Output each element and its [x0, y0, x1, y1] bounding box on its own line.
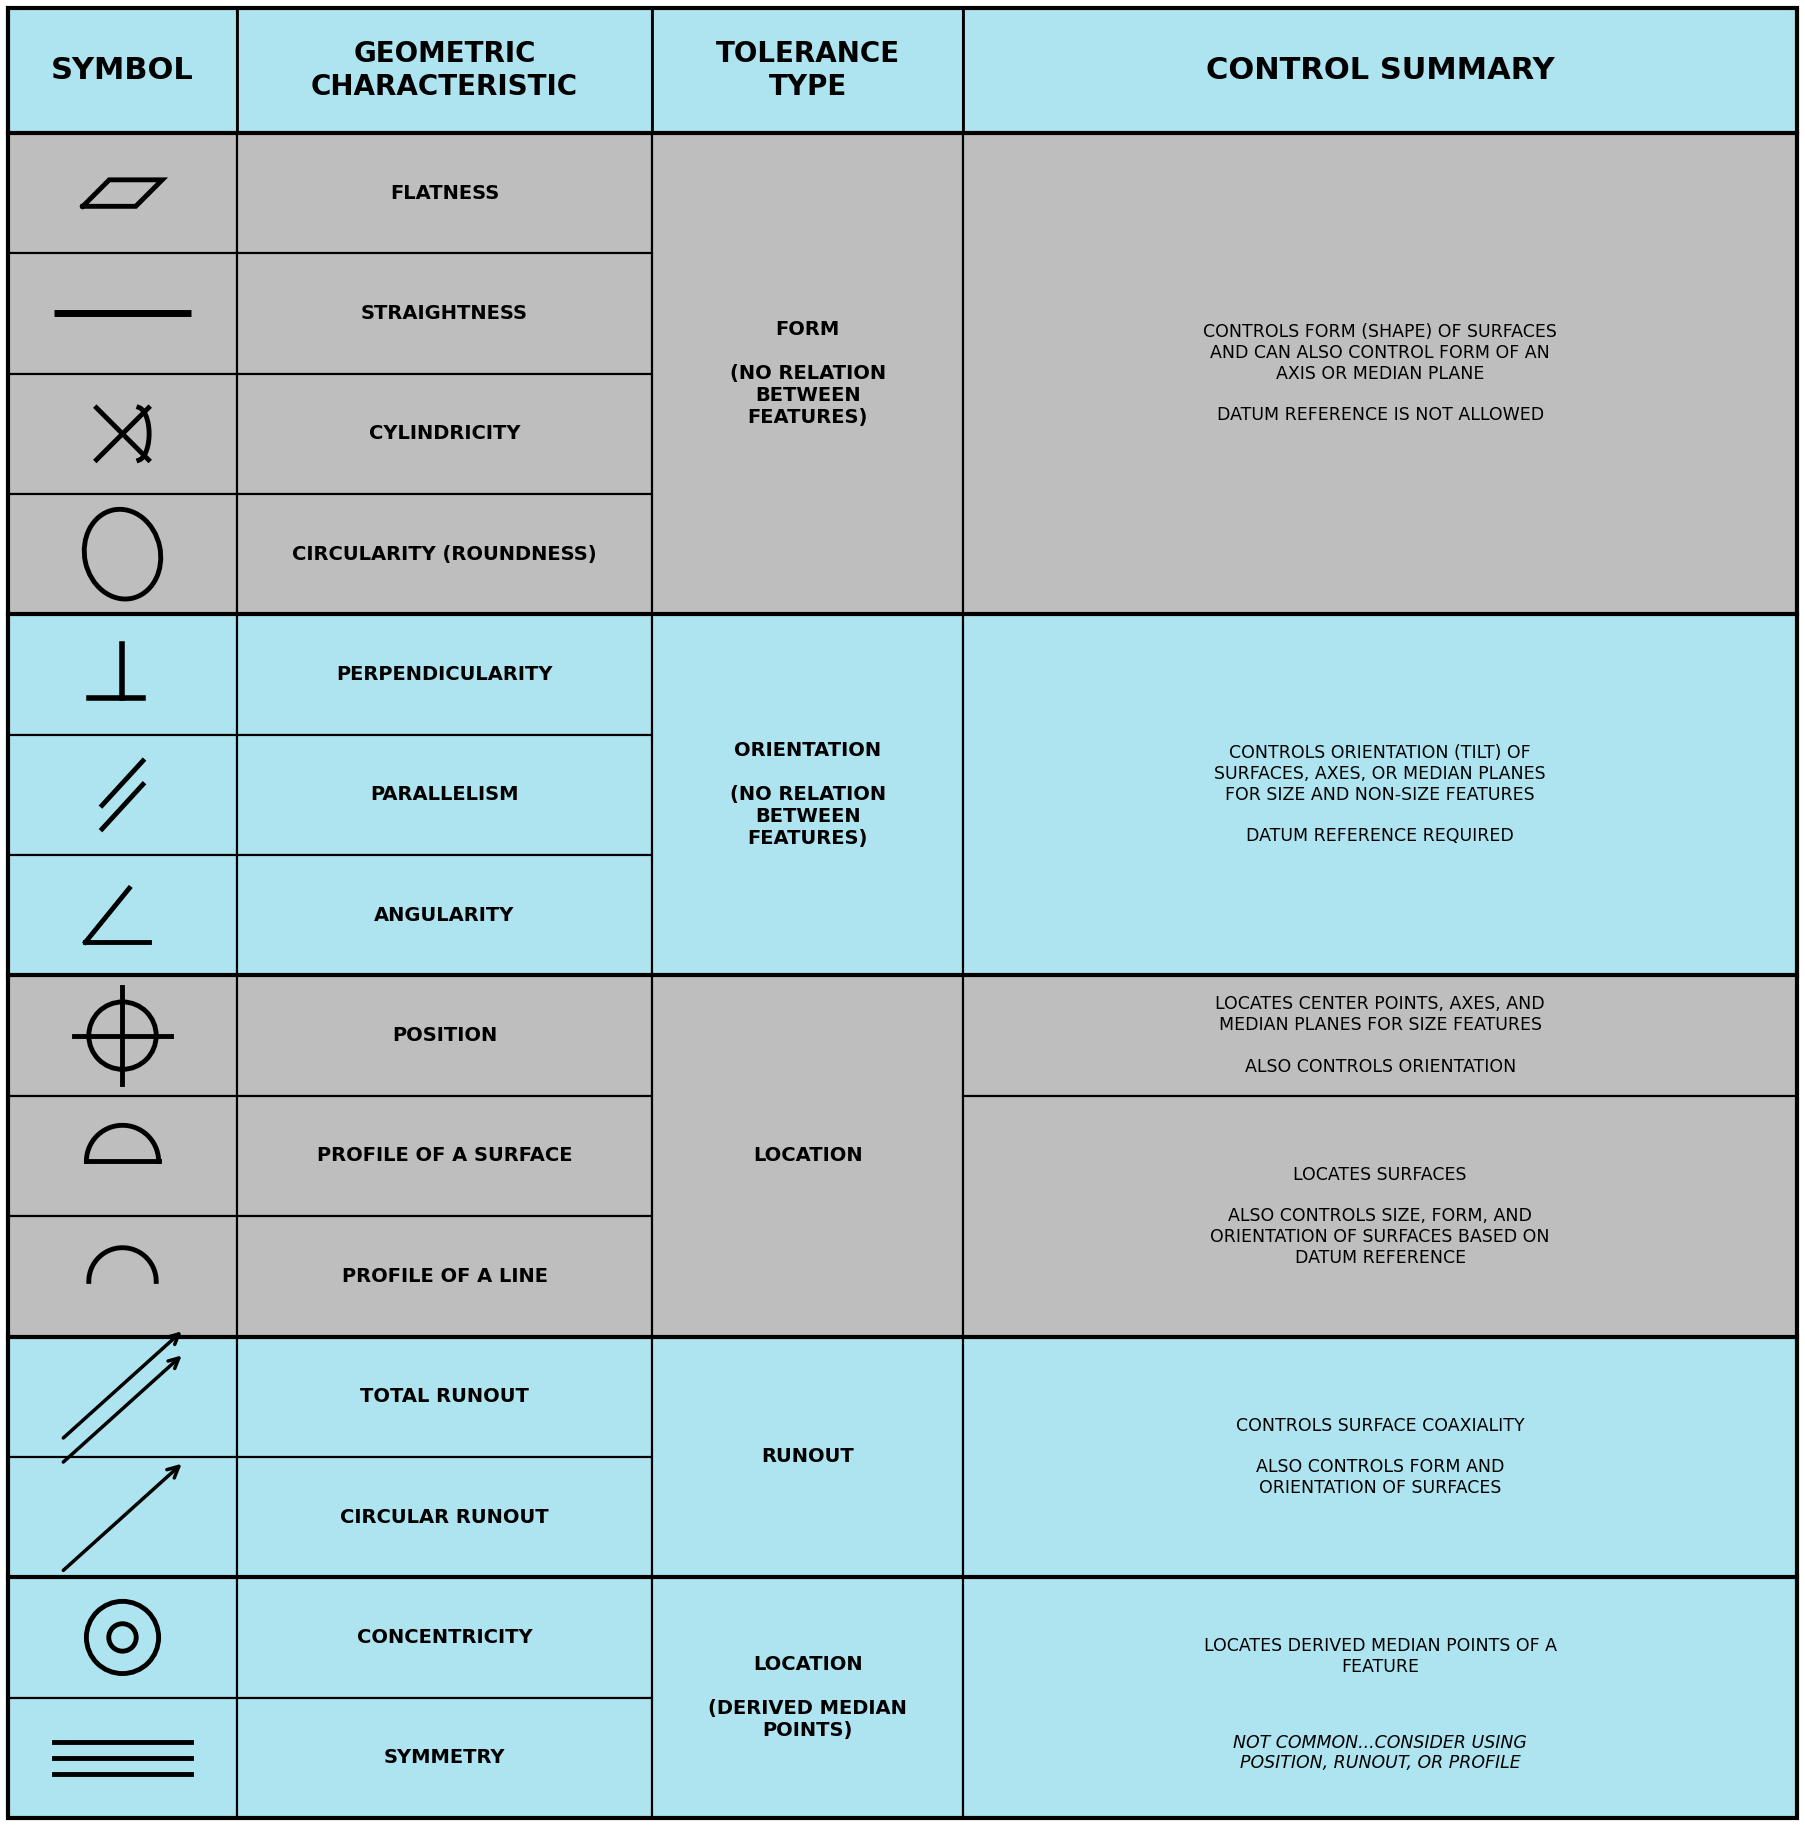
Text: CIRCULAR RUNOUT: CIRCULAR RUNOUT	[339, 1508, 549, 1527]
Bar	[236, 374, 652, 495]
Text: SYMBOL: SYMBOL	[51, 57, 193, 86]
Bar	[236, 133, 652, 254]
Bar	[236, 1096, 652, 1216]
Bar	[652, 1337, 964, 1578]
Text: PROFILE OF A SURFACE: PROFILE OF A SURFACE	[316, 1147, 572, 1165]
Text: POSITION: POSITION	[392, 1026, 496, 1044]
Bar	[7, 254, 236, 374]
Bar	[7, 614, 236, 734]
Text: TOLERANCE
TYPE: TOLERANCE TYPE	[715, 40, 899, 100]
Bar	[652, 1578, 964, 1819]
Bar	[236, 1457, 652, 1578]
Bar	[964, 7, 1798, 133]
Bar	[652, 7, 964, 133]
Bar	[652, 975, 964, 1337]
Text: FLATNESS: FLATNESS	[390, 184, 500, 203]
Text: RUNOUT: RUNOUT	[762, 1448, 854, 1466]
Bar	[7, 495, 236, 614]
Text: CONTROLS SURFACE COAXIALITY

ALSO CONTROLS FORM AND
ORIENTATION OF SURFACES: CONTROLS SURFACE COAXIALITY ALSO CONTROL…	[1236, 1417, 1525, 1497]
Bar	[964, 1096, 1798, 1337]
Text: TOTAL RUNOUT: TOTAL RUNOUT	[359, 1388, 529, 1406]
Bar	[7, 975, 236, 1096]
Text: CYLINDRICITY: CYLINDRICITY	[368, 424, 520, 444]
Bar	[236, 254, 652, 374]
Bar	[236, 855, 652, 975]
Text: LOCATES SURFACES

ALSO CONTROLS SIZE, FORM, AND
ORIENTATION OF SURFACES BASED ON: LOCATES SURFACES ALSO CONTROLS SIZE, FOR…	[1211, 1165, 1550, 1267]
Text: LOCATES CENTER POINTS, AXES, AND
MEDIAN PLANES FOR SIZE FEATURES

ALSO CONTROLS : LOCATES CENTER POINTS, AXES, AND MEDIAN …	[1215, 995, 1545, 1076]
Text: SYMMETRY: SYMMETRY	[384, 1747, 505, 1768]
Bar	[7, 855, 236, 975]
Bar	[236, 1337, 652, 1457]
Bar	[7, 7, 236, 133]
Text: CONCENTRICITY: CONCENTRICITY	[357, 1629, 532, 1647]
Bar	[236, 734, 652, 855]
Bar	[7, 1698, 236, 1819]
Text: PARALLELISM: PARALLELISM	[370, 785, 518, 805]
Text: CONTROLS ORIENTATION (TILT) OF
SURFACES, AXES, OR MEDIAN PLANES
FOR SIZE AND NON: CONTROLS ORIENTATION (TILT) OF SURFACES,…	[1215, 745, 1545, 845]
Text: FORM

(NO RELATION
BETWEEN
FEATURES): FORM (NO RELATION BETWEEN FEATURES)	[729, 320, 886, 427]
Bar	[7, 1457, 236, 1578]
Text: LOCATES DERIVED MEDIAN POINTS OF A
FEATURE: LOCATES DERIVED MEDIAN POINTS OF A FEATU…	[1204, 1638, 1556, 1676]
Bar	[652, 133, 964, 614]
Bar	[7, 1216, 236, 1337]
Text: CONTROLS FORM (SHAPE) OF SURFACES
AND CAN ALSO CONTROL FORM OF AN
AXIS OR MEDIAN: CONTROLS FORM (SHAPE) OF SURFACES AND CA…	[1204, 323, 1558, 424]
Bar	[964, 975, 1798, 1096]
Text: PROFILE OF A LINE: PROFILE OF A LINE	[341, 1267, 547, 1286]
Bar	[236, 975, 652, 1096]
Text: PERPENDICULARITY: PERPENDICULARITY	[336, 665, 552, 685]
Text: CIRCULARITY (ROUNDNESS): CIRCULARITY (ROUNDNESS)	[292, 544, 597, 564]
Bar	[7, 734, 236, 855]
Text: STRAIGHTNESS: STRAIGHTNESS	[361, 303, 529, 323]
Bar	[964, 133, 1798, 614]
Bar	[236, 1578, 652, 1698]
Bar	[964, 1578, 1798, 1819]
Bar	[236, 495, 652, 614]
Bar	[7, 1337, 236, 1457]
Bar	[7, 1578, 236, 1698]
Bar	[236, 614, 652, 734]
Text: ANGULARITY: ANGULARITY	[374, 906, 514, 924]
Bar	[236, 1216, 652, 1337]
Bar	[236, 1698, 652, 1819]
Bar	[236, 7, 652, 133]
Bar	[652, 614, 964, 975]
Text: LOCATION

(DERIVED MEDIAN
POINTS): LOCATION (DERIVED MEDIAN POINTS)	[708, 1654, 908, 1740]
Text: GEOMETRIC
CHARACTERISTIC: GEOMETRIC CHARACTERISTIC	[310, 40, 578, 100]
Bar	[7, 133, 236, 254]
Text: ORIENTATION

(NO RELATION
BETWEEN
FEATURES): ORIENTATION (NO RELATION BETWEEN FEATURE…	[729, 741, 886, 849]
Text: CONTROL SUMMARY: CONTROL SUMMARY	[1206, 57, 1554, 86]
Text: LOCATION: LOCATION	[753, 1147, 863, 1165]
Bar	[7, 1096, 236, 1216]
Bar	[7, 374, 236, 495]
Bar	[964, 1337, 1798, 1578]
Bar	[964, 614, 1798, 975]
Text: NOT COMMON...CONSIDER USING
POSITION, RUNOUT, OR PROFILE: NOT COMMON...CONSIDER USING POSITION, RU…	[1233, 1733, 1527, 1773]
